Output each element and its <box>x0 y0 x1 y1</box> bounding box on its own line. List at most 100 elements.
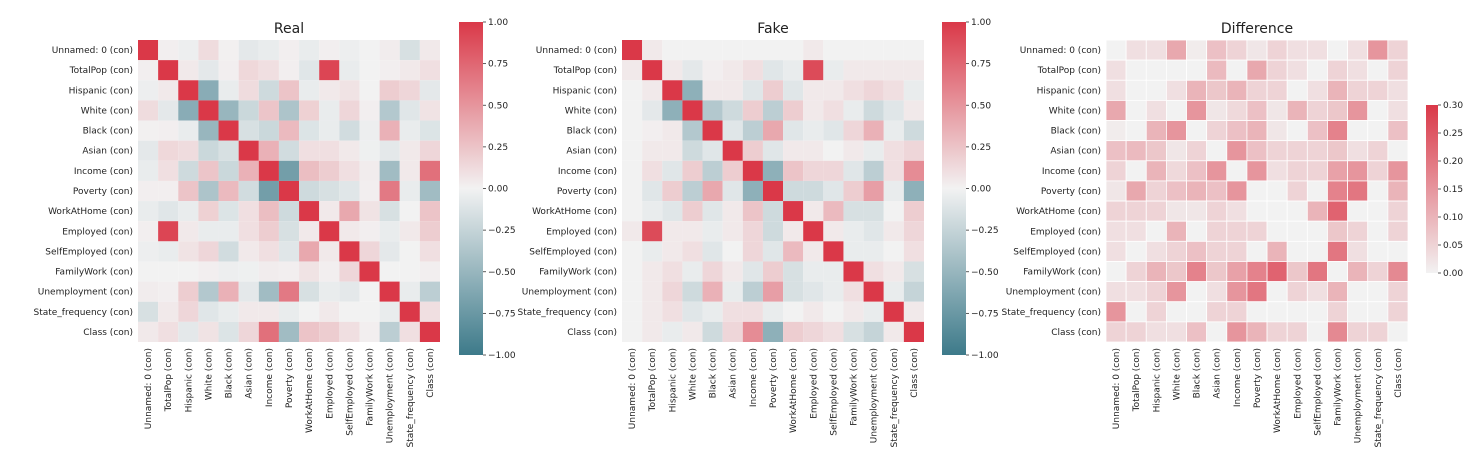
heatmap-cell <box>742 221 763 242</box>
heatmap-cell <box>1206 220 1228 242</box>
heatmap-cell <box>662 120 683 141</box>
heatmap-cell <box>722 80 743 101</box>
column-label: Employed (con) <box>325 348 335 419</box>
heatmap-cell <box>1206 140 1228 162</box>
heatmap-cell <box>722 321 743 342</box>
heatmap-cell <box>1286 321 1308 343</box>
heatmap-cell <box>863 80 884 101</box>
heatmap-cell <box>903 321 924 342</box>
row-label: FamilyWork (con) <box>539 268 617 278</box>
heatmap-cell <box>722 140 743 161</box>
heatmap-cell <box>1347 39 1369 61</box>
column-label: White (con) <box>204 348 214 400</box>
heatmap-cell <box>178 281 199 302</box>
heatmap-cell <box>1367 100 1389 121</box>
column-label: Black (con) <box>1193 348 1203 398</box>
heatmap-cell <box>198 40 219 61</box>
column-label: SelfEmployed (con) <box>829 348 839 436</box>
heatmap-cell <box>198 160 219 181</box>
heatmap-cell <box>218 261 239 282</box>
heatmap-cell <box>359 100 380 121</box>
column-label: State_frequency (con) <box>406 348 416 448</box>
heatmap-cell <box>379 120 400 141</box>
heatmap-cell <box>1347 160 1369 182</box>
heatmap-cell <box>1306 120 1328 142</box>
heatmap-cell <box>1145 120 1167 142</box>
heatmap-cell <box>359 120 380 141</box>
heatmap-cell <box>379 40 400 61</box>
column-label: FamilyWork (con) <box>1334 348 1344 426</box>
row-label: Black (con) <box>83 127 133 137</box>
heatmap-cell <box>319 221 340 242</box>
heatmap-cell <box>299 281 320 302</box>
heatmap-cell <box>1186 79 1208 101</box>
heatmap-cell <box>1266 200 1288 222</box>
heatmap-cell <box>399 180 420 202</box>
heatmap-cell <box>843 321 864 342</box>
heatmap-cell <box>379 241 400 262</box>
heatmap-cell <box>1286 100 1308 121</box>
heatmap-cell <box>823 140 844 161</box>
heatmap-cell <box>178 201 199 222</box>
heatmap-cell <box>1266 39 1288 61</box>
heatmap-cell <box>682 321 703 342</box>
heatmap-cell <box>1367 160 1389 182</box>
heatmap-cell <box>783 261 804 282</box>
heatmap-cell <box>399 160 420 181</box>
heatmap-cell <box>863 321 884 342</box>
heatmap-cell <box>682 160 703 181</box>
row-label: SelfEmployed (con) <box>1013 247 1101 257</box>
heatmap-cell <box>218 301 239 322</box>
heatmap-cell <box>843 120 864 141</box>
heatmap-cell <box>682 180 703 202</box>
heatmap-cell <box>419 40 440 61</box>
heatmap-cell <box>702 261 723 282</box>
heatmap-cell <box>682 40 703 61</box>
heatmap-cell <box>1367 120 1389 142</box>
heatmap-cell <box>178 221 199 242</box>
heatmap-cell <box>359 160 380 181</box>
row-label: SelfEmployed (con) <box>45 247 133 257</box>
row-label: White (con) <box>1049 106 1101 116</box>
heatmap-cell <box>258 281 279 302</box>
heatmap-cell <box>823 40 844 61</box>
heatmap-cell <box>1206 160 1228 182</box>
heatmap-cell <box>1105 200 1127 222</box>
heatmap-cell <box>883 241 904 262</box>
heatmap-cell <box>319 281 340 302</box>
heatmap-cell <box>903 140 924 161</box>
heatmap-cell <box>399 301 420 322</box>
heatmap-cell <box>319 100 340 121</box>
heatmap-cell <box>198 321 219 342</box>
heatmap-cell <box>1206 79 1228 101</box>
heatmap-cell <box>299 180 320 202</box>
heatmap-cell <box>883 201 904 222</box>
heatmap-cell <box>238 301 259 322</box>
heatmap-cell <box>843 140 864 161</box>
heatmap-cell <box>1327 100 1349 121</box>
heatmap-cell <box>1145 160 1167 182</box>
heatmap-cell <box>278 120 300 141</box>
heatmap-cell <box>218 160 239 181</box>
heatmap-cell <box>742 80 763 101</box>
heatmap-cell <box>319 201 340 222</box>
heatmap-cell <box>258 180 279 202</box>
heatmap-cell <box>762 140 784 161</box>
heatmap-cell <box>278 140 300 161</box>
heatmap-cell <box>863 241 884 262</box>
heatmap-cell <box>1145 281 1167 303</box>
heatmap-cell <box>1387 39 1409 61</box>
colorbar-tick-label: −0.50 <box>971 268 999 278</box>
heatmap-cell <box>359 80 380 101</box>
heatmap-cell <box>1327 200 1349 222</box>
heatmap-cell <box>622 201 643 222</box>
heatmap-cell <box>1347 301 1369 323</box>
heatmap-cell <box>1327 79 1349 101</box>
heatmap-cell <box>742 180 763 202</box>
heatmap-cell <box>1266 240 1288 262</box>
heatmap-cell <box>1306 200 1328 222</box>
heatmap-cell <box>218 201 239 222</box>
heatmap-cell <box>783 100 804 121</box>
heatmap-cell <box>903 281 924 302</box>
heatmap-cell <box>1327 120 1349 142</box>
